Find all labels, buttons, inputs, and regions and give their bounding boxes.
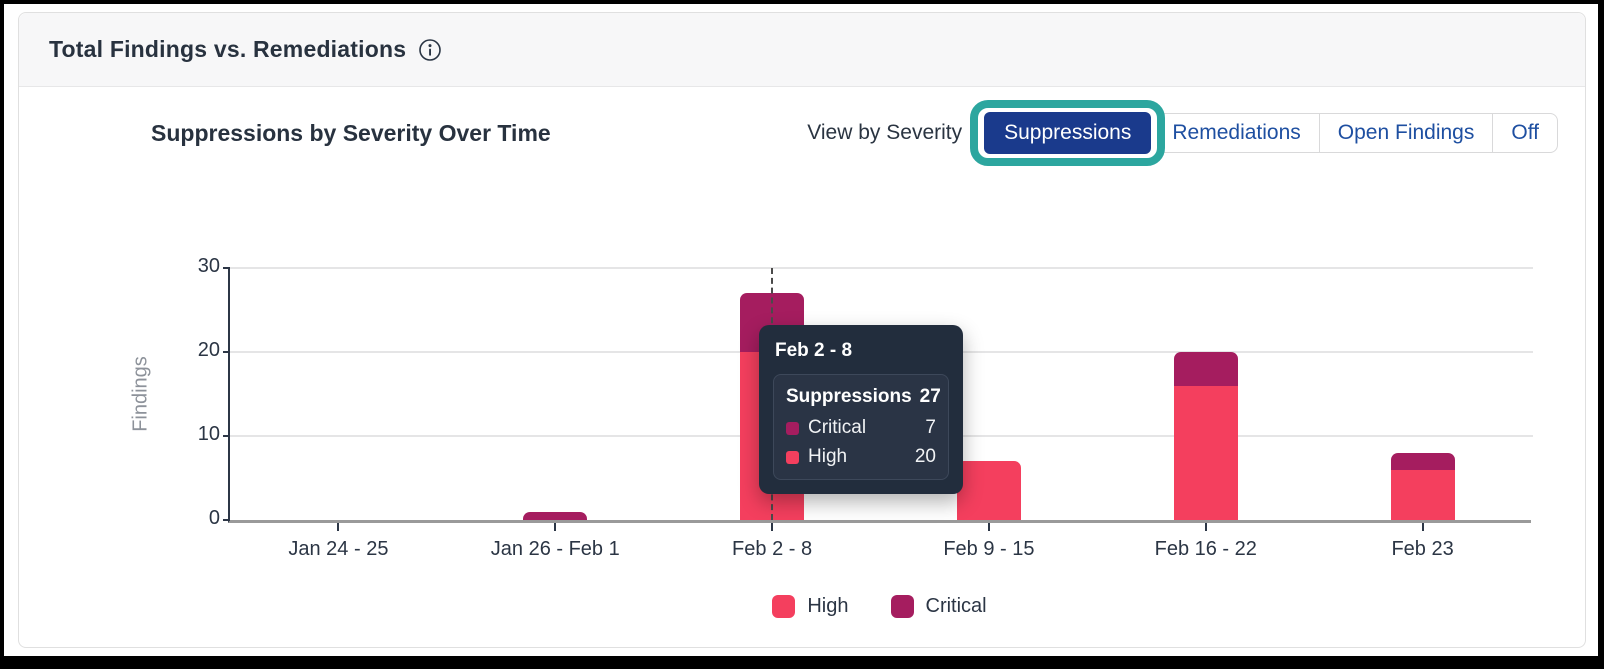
x-tick-mark	[1422, 523, 1424, 531]
x-axis-label: Feb 16 - 22	[1155, 538, 1257, 561]
y-tick-label-30: 30	[198, 255, 220, 278]
bar-segment-high	[1391, 470, 1455, 520]
tooltip-series-total: Suppressions 27	[786, 386, 936, 408]
card-body: Suppressions by Severity Over Time View …	[19, 109, 1585, 669]
legend-item-critical[interactable]: Critical	[891, 595, 987, 618]
tab-suppressions[interactable]: Suppressions	[984, 112, 1151, 154]
legend-label: Critical	[926, 595, 987, 618]
screenshot-frame: Total Findings vs. Remediations Suppress…	[4, 4, 1598, 656]
high-swatch-icon	[786, 451, 799, 464]
x-axis-label: Jan 24 - 25	[288, 538, 388, 561]
card-title: Total Findings vs. Remediations	[49, 36, 406, 63]
tab-off[interactable]: Off	[1492, 114, 1557, 152]
legend-label: High	[807, 595, 848, 618]
y-axis-title: Findings	[129, 356, 152, 432]
x-axis-label: Jan 26 - Feb 1	[491, 538, 620, 561]
view-toggle-group: Remediations Open Findings Off	[1153, 113, 1558, 153]
bar-segment-high	[1174, 386, 1238, 520]
tooltip-row-high: High 20	[786, 446, 936, 468]
y-tick-mark-30	[223, 267, 230, 269]
tooltip-row-critical: Critical 7	[786, 417, 936, 439]
x-axis-label: Feb 2 - 8	[732, 538, 812, 561]
info-circle-icon[interactable]	[418, 38, 442, 62]
critical-swatch-icon	[786, 422, 799, 435]
bar-segment-critical	[523, 512, 587, 520]
tooltip-row-label: High	[808, 446, 906, 468]
tab-open-findings[interactable]: Open Findings	[1319, 114, 1493, 152]
tooltip-total-value: 27	[920, 386, 941, 408]
high-swatch-icon	[772, 595, 795, 618]
findings-card: Total Findings vs. Remediations Suppress…	[18, 12, 1586, 648]
tooltip-row-value: 20	[915, 446, 936, 468]
tooltip-panel: Suppressions 27 Critical 7 High 20	[773, 374, 949, 480]
chart-tooltip: Feb 2 - 8 Suppressions 27 Critical 7 High 2…	[759, 325, 963, 494]
x-tick-mark	[771, 523, 773, 531]
y-tick-label-10: 10	[198, 423, 220, 446]
bar-segment-critical	[1174, 352, 1238, 386]
gridline-30	[230, 267, 1533, 269]
chart-legend: High Critical	[228, 595, 1531, 618]
x-tick-mark	[337, 523, 339, 531]
tooltip-row-label: Critical	[808, 417, 916, 439]
x-tick-mark	[1205, 523, 1207, 531]
annotation-highlight-ring: Suppressions	[970, 100, 1165, 166]
y-tick-mark-20	[223, 351, 230, 353]
bar-jan-26-feb-1[interactable]	[523, 512, 587, 520]
x-tick-mark	[554, 523, 556, 531]
critical-swatch-icon	[891, 595, 914, 618]
bar-segment-high	[957, 461, 1021, 520]
y-tick-mark-10	[223, 435, 230, 437]
chart-title: Suppressions by Severity Over Time	[151, 120, 551, 147]
bar-segment-critical	[1391, 453, 1455, 470]
tooltip-series-label: Suppressions	[786, 386, 912, 408]
legend-item-high[interactable]: High	[772, 595, 848, 618]
tab-remediations[interactable]: Remediations	[1154, 114, 1318, 152]
tooltip-rows: Critical 7 High 20	[786, 417, 936, 468]
bar-feb-9-15[interactable]	[957, 461, 1021, 520]
y-tick-label-20: 20	[198, 339, 220, 362]
tooltip-row-value: 7	[925, 417, 936, 439]
x-axis-label: Feb 9 - 15	[943, 538, 1034, 561]
y-tick-mark-0	[223, 519, 230, 521]
x-axis-label: Feb 23	[1391, 538, 1453, 561]
y-tick-label-0: 0	[209, 507, 220, 530]
x-tick-mark	[988, 523, 990, 531]
card-header: Total Findings vs. Remediations	[19, 13, 1585, 87]
bar-feb-16-22[interactable]	[1174, 352, 1238, 520]
bar-feb-23[interactable]	[1391, 453, 1455, 520]
view-by-severity-label: View by Severity	[807, 121, 962, 145]
tooltip-title: Feb 2 - 8	[775, 340, 949, 362]
chart-header-row: Suppressions by Severity Over Time View …	[151, 109, 1558, 157]
